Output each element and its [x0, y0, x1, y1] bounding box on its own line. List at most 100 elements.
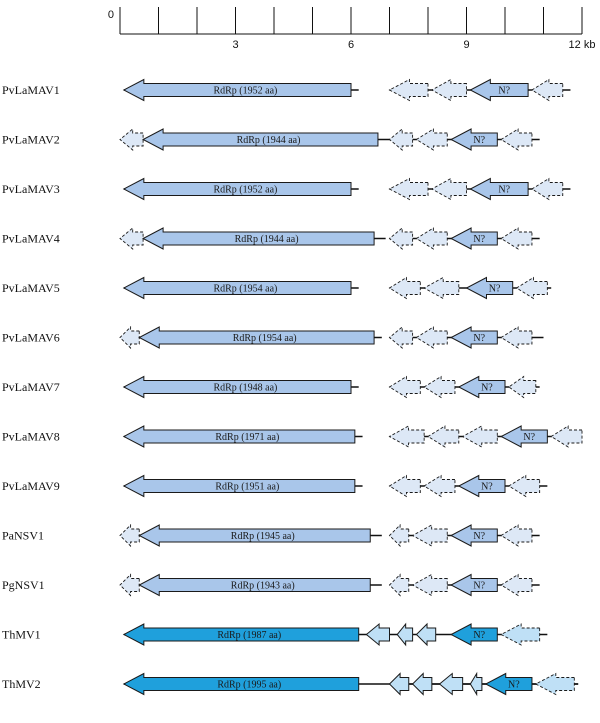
nucleoprotein-gene-arrow: [450, 623, 498, 646]
nucleoprotein-gene-arrow: [457, 474, 506, 498]
genome-name: PvLaMAV6: [2, 331, 60, 345]
rdrp-gene-arrow: [122, 375, 352, 399]
n-label: N?: [489, 284, 501, 295]
genome-name: PvLaMAV7: [2, 380, 60, 394]
genome-name: PgNSV1: [2, 578, 45, 592]
orf-arrow: [411, 573, 448, 597]
nucleoprotein-gene-arrow: [450, 524, 498, 547]
orf-arrow: [415, 622, 437, 647]
genome-name: PvLaMAV4: [2, 232, 60, 246]
rdrp-label: RdRp (1954 aa): [233, 333, 297, 344]
orf-arrow: [365, 622, 390, 647]
nucleoprotein-gene-arrow: [469, 177, 529, 201]
genome-name: PvLaMAV2: [2, 133, 60, 147]
genome-row: ThMV2 RdRp (1995 aa) N?: [2, 671, 579, 697]
orf-arrow: [396, 622, 414, 647]
genome-name: PaNSV1: [2, 529, 44, 543]
nucleoprotein-gene-arrow: [500, 425, 548, 448]
rdrp-label: RdRp (1952 aa): [213, 86, 277, 97]
orf-arrow: [411, 524, 448, 547]
orf-arrow: [388, 425, 425, 448]
orf-arrow: [388, 78, 429, 102]
rdrp-label: RdRp (1944 aa): [237, 135, 301, 146]
n-label: N?: [498, 185, 510, 196]
scale-label: 12 kb: [569, 39, 596, 51]
n-label: N?: [473, 581, 485, 592]
n-label: N?: [481, 482, 493, 493]
rdrp-label: RdRp (1971 aa): [215, 432, 279, 443]
genome-name: ThMV1: [2, 628, 41, 642]
orf-arrow: [430, 78, 467, 102]
orf-arrow: [119, 227, 144, 250]
scale-label: 6: [348, 39, 354, 51]
n-label: N?: [498, 86, 510, 97]
n-label: N?: [473, 333, 485, 344]
orf-arrow: [531, 78, 564, 102]
genome-name: PvLaMAV9: [2, 479, 60, 493]
scale-label: 9: [463, 39, 469, 51]
orf-arrow: [427, 425, 460, 448]
genome-row: PvLaMAV8 RdRp (1971 aa) N?: [2, 425, 583, 448]
n-label: N?: [473, 234, 485, 245]
orf-arrow: [388, 276, 421, 300]
orf-arrow: [415, 128, 448, 151]
orf-arrow: [388, 672, 410, 696]
nucleoprotein-gene-arrow: [450, 573, 498, 597]
rdrp-gene-arrow: [122, 672, 360, 696]
orf-arrow: [119, 523, 140, 548]
genome-row: PvLaMAV1 RdRp (1952 aa) N?: [2, 78, 571, 102]
genome-name: PvLaMAV1: [2, 83, 60, 97]
orf-arrow: [415, 326, 448, 349]
nucleoprotein-gene-arrow: [469, 78, 529, 102]
orf-arrow: [415, 227, 448, 250]
rdrp-gene-arrow: [138, 573, 371, 597]
orf-arrow: [500, 128, 533, 151]
orf-arrow: [500, 227, 533, 250]
rdrp-label: RdRp (1995 aa): [217, 680, 281, 691]
rdrp-gene-arrow: [142, 227, 375, 250]
orf-arrow: [531, 177, 564, 201]
genome-row: PgNSV1 RdRp (1943 aa) N?: [2, 573, 540, 597]
orf-arrow: [388, 523, 410, 548]
orf-arrow: [388, 573, 410, 597]
rdrp-label: RdRp (1954 aa): [213, 284, 277, 295]
genome-name: ThMV2: [2, 677, 41, 691]
orf-arrow: [550, 425, 583, 448]
rdrp-gene-arrow: [138, 524, 371, 547]
rdrp-gene-arrow: [122, 78, 352, 102]
rdrp-gene-arrow: [122, 276, 352, 300]
rdrp-label: RdRp (1948 aa): [213, 383, 277, 394]
orf-arrow: [461, 425, 498, 448]
genome-name: PvLaMAV3: [2, 182, 60, 196]
orf-arrow: [423, 276, 460, 300]
genome-row: PvLaMAV3 RdRp (1952 aa) N?: [2, 177, 571, 201]
n-label: N?: [473, 630, 485, 641]
genome-name: PvLaMAV8: [2, 430, 60, 444]
rdrp-label: RdRp (1945 aa): [231, 531, 295, 542]
rdrp-gene-arrow: [122, 425, 356, 448]
n-label: N?: [508, 680, 520, 691]
orf-arrow: [388, 474, 421, 498]
n-label: N?: [523, 432, 535, 443]
orf-arrow: [508, 375, 537, 399]
rdrp-label: RdRp (1944 aa): [235, 234, 299, 245]
orf-arrow: [388, 326, 414, 349]
rdrp-label: RdRp (1951 aa): [215, 482, 279, 493]
orf-arrow: [507, 474, 541, 498]
orf-arrow: [388, 375, 421, 399]
scale-bar: 0 3 6 9 12 kb: [108, 7, 596, 51]
orf-arrow: [119, 573, 140, 597]
genome-row: PvLaMAV7 RdRp (1948 aa) N?: [2, 375, 540, 399]
orf-arrow: [500, 524, 533, 547]
orf-arrow: [469, 671, 483, 697]
genome-row: PvLaMAV4 RdRp (1944 aa) N?: [2, 227, 540, 250]
genome-row: PvLaMAV5 RdRp (1954 aa) N?: [2, 276, 552, 300]
orf-arrow: [423, 474, 456, 498]
nucleoprotein-gene-arrow: [465, 276, 514, 300]
genome-row: PvLaMAV2 RdRp (1944 aa) N?: [2, 128, 540, 151]
n-label: N?: [473, 135, 485, 146]
orf-arrow: [534, 672, 575, 696]
n-label: N?: [481, 383, 493, 394]
rdrp-gene-arrow: [142, 128, 379, 151]
orf-arrow: [500, 623, 541, 646]
